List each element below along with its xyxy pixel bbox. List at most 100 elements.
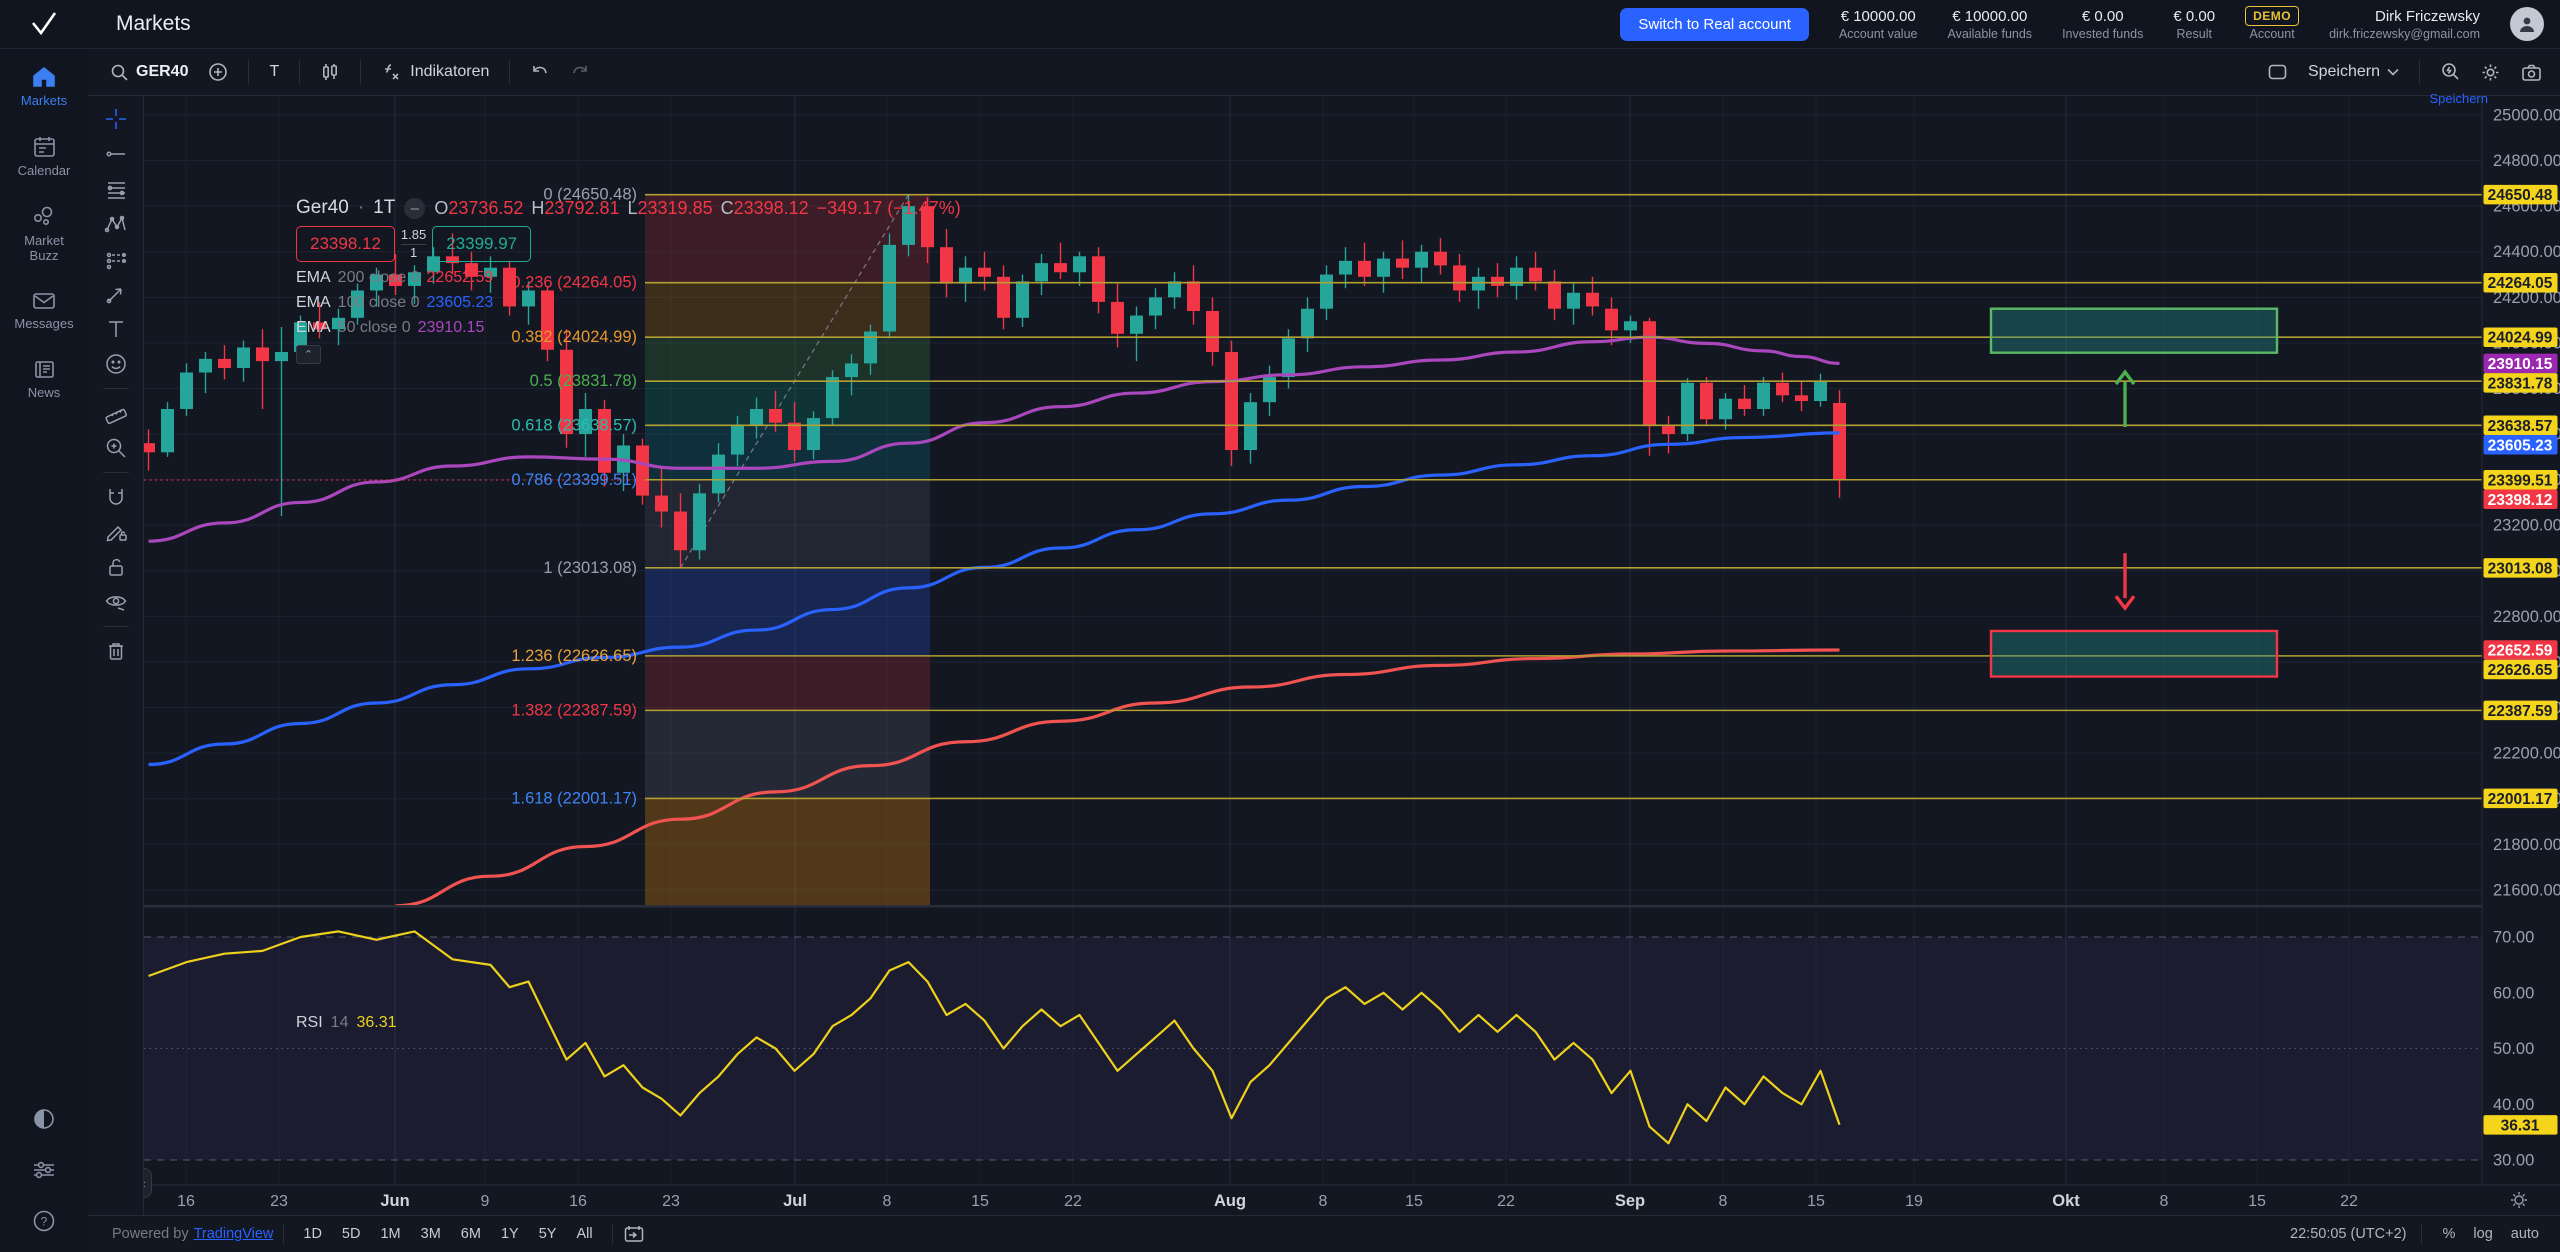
sell-button[interactable]: 23398.12 <box>296 226 395 262</box>
go-to-date-icon[interactable] <box>623 1224 645 1244</box>
projection-boxes <box>1989 307 2279 678</box>
log-scale-button[interactable]: log <box>2473 1226 2493 1242</box>
user-name: Dirk Friczewsky <box>2375 7 2480 25</box>
rsi-legend[interactable]: RSI 14 36.31 <box>296 1014 397 1031</box>
sidebar-item-messages[interactable]: Messages <box>0 290 88 332</box>
range-6m-button[interactable]: 6M <box>460 1226 481 1242</box>
percent-scale-button[interactable]: % <box>2442 1226 2456 1242</box>
svg-text:0.236 (24264.05): 0.236 (24264.05) <box>511 274 637 292</box>
quick-search-button[interactable] <box>2432 57 2468 87</box>
remove-drawings-button[interactable] <box>97 636 135 666</box>
save-layout-button[interactable]: Speichern <box>2300 58 2407 86</box>
drawing-mode-button[interactable] <box>97 517 135 547</box>
theme-contrast-icon[interactable] <box>31 1106 57 1132</box>
chart-style-button[interactable] <box>312 57 348 87</box>
ema-100-legend[interactable]: EMA 100 close 0 23605.23 <box>296 294 494 311</box>
snapshot-button[interactable] <box>2513 58 2550 87</box>
trend-line-tool-button[interactable] <box>97 139 135 169</box>
svg-text:8: 8 <box>883 1193 892 1210</box>
forecast-tool-button[interactable] <box>97 244 135 274</box>
zoom-in-tool-button[interactable] <box>97 433 135 463</box>
arrow-marker-tool-button[interactable] <box>97 279 135 309</box>
svg-text:1.618 (22001.17): 1.618 (22001.17) <box>511 789 637 807</box>
symbol-search-button[interactable]: GER40 <box>102 58 196 87</box>
search-icon <box>111 64 128 81</box>
svg-text:40.00: 40.00 <box>2493 1096 2534 1114</box>
indicators-button[interactable]: Indikatoren <box>373 57 497 87</box>
drawing-toolbar <box>88 96 144 1215</box>
svg-text:23: 23 <box>662 1193 680 1210</box>
svg-text:8: 8 <box>1319 1193 1328 1210</box>
eye-icon <box>105 596 126 611</box>
svg-text:30.00: 30.00 <box>2493 1152 2534 1170</box>
svg-text:22387.59: 22387.59 <box>2488 703 2553 720</box>
sidebar-item-news[interactable]: News <box>0 358 88 401</box>
chart-settings-button[interactable] <box>2472 57 2509 88</box>
save-tooltip: Speichern <box>2429 90 2488 106</box>
redo-button[interactable] <box>562 58 598 86</box>
fib-retracement-tool-button[interactable] <box>97 174 135 204</box>
preferences-sliders-icon[interactable] <box>31 1158 57 1182</box>
layout-button[interactable] <box>2259 58 2296 86</box>
text-tool-button[interactable] <box>97 314 135 344</box>
result-stat: € 0.00 Result <box>2173 7 2216 41</box>
sidebar-item-markets[interactable]: Markets <box>0 65 88 109</box>
price-chart[interactable]: 0 (24650.48) 0.236 (24264.05) 0.382 (24024… <box>144 96 2560 1215</box>
clock[interactable]: 22:50:05 (UTC+2) <box>2290 1226 2407 1242</box>
price-axis[interactable]: 25000.0024800.0024600.0024400.0024200.00… <box>2481 96 2560 1215</box>
svg-text:24200.00: 24200.00 <box>2493 289 2560 307</box>
pattern-tool-button[interactable] <box>97 209 135 239</box>
sidebar-item-market-buzz[interactable]: Market Buzz <box>0 205 88 264</box>
switch-to-real-account-button[interactable]: Switch to Real account <box>1620 7 1809 41</box>
undo-button[interactable] <box>522 58 558 86</box>
svg-text:23398.12: 23398.12 <box>2488 492 2553 509</box>
svg-text:24400.00: 24400.00 <box>2493 243 2560 261</box>
redo-icon <box>573 66 588 74</box>
svg-text:24650.48: 24650.48 <box>2488 187 2553 204</box>
axis-price-tag: 23831.78 <box>2483 373 2558 393</box>
auto-scale-button[interactable]: auto <box>2510 1226 2539 1242</box>
range-1m-button[interactable]: 1M <box>380 1226 401 1242</box>
legend-symbol[interactable]: Ger40 <box>296 197 349 218</box>
add-symbol-button[interactable] <box>200 57 236 87</box>
measure-tool-button[interactable] <box>97 398 135 428</box>
legend-collapse-button[interactable]: ⌃ <box>296 345 321 364</box>
range-5y-button[interactable]: 5Y <box>538 1226 557 1242</box>
range-1y-button[interactable]: 1Y <box>500 1226 519 1242</box>
svg-text:?: ? <box>41 1215 48 1229</box>
tradingview-link[interactable]: TradingView <box>193 1226 274 1242</box>
svg-text:15: 15 <box>1807 1193 1825 1210</box>
range-all-button[interactable]: All <box>576 1226 593 1242</box>
help-icon[interactable]: ? <box>31 1208 57 1234</box>
symbol-label: GER40 <box>136 63 189 80</box>
fx-icon <box>385 64 399 80</box>
sidebar-item-calendar[interactable]: Calendar <box>0 135 88 179</box>
interval-button[interactable]: T <box>269 63 280 80</box>
svg-text:23: 23 <box>270 1193 288 1210</box>
envelope-icon <box>33 292 55 309</box>
range-1d-button[interactable]: 1D <box>303 1226 322 1242</box>
range-3m-button[interactable]: 3M <box>420 1226 441 1242</box>
available-funds-stat: € 10000.00 Available funds <box>1947 7 2033 41</box>
legend-collapse-icon[interactable]: – <box>404 197 426 219</box>
buy-button[interactable]: 23399.97 <box>432 226 532 262</box>
lock-drawings-button[interactable] <box>97 552 135 582</box>
chart-area[interactable]: ‹ Ger40 · 1T – O23736.52 H23792.81 L2331… <box>135 96 2560 1215</box>
crosshair-tool-button[interactable] <box>97 104 135 134</box>
hide-drawings-button[interactable] <box>97 587 135 617</box>
emoji-tool-button[interactable] <box>97 349 135 379</box>
svg-text:15: 15 <box>1405 1193 1423 1210</box>
layout-box-icon <box>2268 64 2287 80</box>
gear-icon <box>2482 64 2499 80</box>
ema-200-legend[interactable]: EMA 200 close 0 22652.59 <box>296 269 494 286</box>
ema-50-legend[interactable]: EMA 50 close 0 23910.15 <box>296 319 485 336</box>
user-info[interactable]: Dirk Friczewsky dirk.friczewsky@gmail.co… <box>2329 8 2480 41</box>
bottom-toolbar: Powered by TradingView 1D 5D 1M 3M 6M 1Y… <box>88 1215 2560 1252</box>
time-axis[interactable]: 16 23 Jun 9 16 23 Jul 8 15 22 Aug 8 15 22 Sep 8 15 19 Okt 8… <box>144 1184 2560 1215</box>
avatar[interactable] <box>2510 7 2544 41</box>
bubbles-icon <box>33 206 53 225</box>
range-5d-button[interactable]: 5D <box>341 1226 361 1242</box>
svg-text:0.5 (23831.78): 0.5 (23831.78) <box>530 372 637 390</box>
svg-text:Jun: Jun <box>380 1192 409 1210</box>
magnet-tool-button[interactable] <box>97 482 135 512</box>
